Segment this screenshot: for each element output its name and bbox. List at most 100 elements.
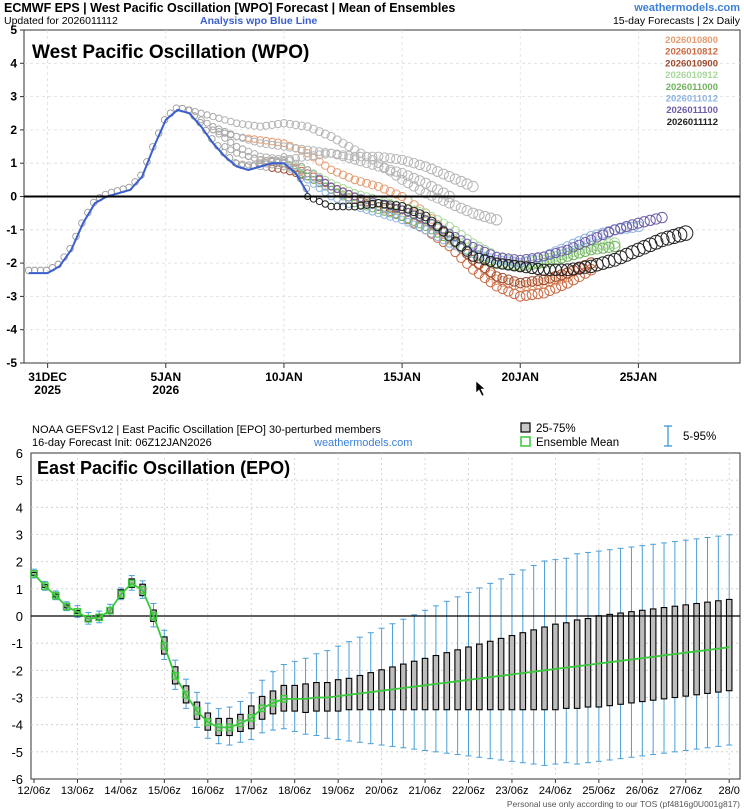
epo-box (693, 602, 700, 696)
wpo-member-circle (297, 172, 306, 180)
wpo-member-circle (550, 248, 561, 259)
wpo-member-circle (415, 213, 425, 222)
wpo-member-circle (362, 205, 371, 214)
wpo-member-circle (333, 202, 341, 211)
wpo-y-tick-label: -3 (6, 289, 17, 303)
wpo-member-circle (515, 254, 526, 265)
epo-x-tick-label: 12/06z (17, 785, 50, 797)
wpo-member-circle (397, 201, 407, 212)
epo-box (671, 605, 679, 699)
epo-box (454, 649, 461, 711)
wpo-member-circle (632, 217, 644, 229)
wpo-header-forecast-info: 15-day Forecasts | 2x Daily (613, 15, 741, 27)
wpo-member-circle (544, 249, 555, 260)
wpo-x-tick-label: 25JAN (620, 370, 657, 384)
wpo-member-circle (221, 143, 229, 151)
wpo-member-circle (380, 199, 389, 209)
epo-mean-marker (203, 718, 212, 726)
wpo-member-circle (244, 136, 253, 144)
wpo-member-circle (638, 216, 650, 228)
epo-mean-marker (62, 602, 71, 611)
wpo-series (24, 104, 694, 302)
wpo-member-circle (615, 222, 627, 234)
wpo-member-circle (391, 153, 402, 165)
epo-header-title: NOAA GEFSv12 | East Pacific Oscillation … (32, 424, 381, 436)
epo-y-tick-label: -4 (11, 718, 23, 733)
wpo-member-circle (303, 149, 312, 158)
wpo-member-circle (455, 202, 467, 214)
epo-box (660, 607, 668, 700)
wpo-member-circle (297, 144, 306, 154)
wpo-member-circle (385, 164, 396, 176)
epo-mean-marker (51, 591, 60, 600)
epo-mean-series (30, 570, 730, 732)
wpo-member-circle (497, 252, 508, 263)
wpo-x-tick-sublabel: 2026 (152, 383, 179, 397)
epo-mean-marker (225, 723, 234, 732)
wpo-member-circle (402, 170, 414, 181)
wpo-member-circle (538, 274, 550, 286)
wpo-member-circle (367, 159, 378, 170)
wpo-y-tick-label: 3 (10, 90, 17, 104)
epo-mean-marker (269, 699, 277, 707)
wpo-header-brand: weathermodels.com (633, 2, 740, 14)
wpo-member-circle (502, 259, 515, 271)
wpo-member-circle (613, 250, 628, 265)
wpo-member-circle (609, 224, 621, 236)
epo-box (541, 626, 548, 711)
wpo-member-circle (574, 239, 585, 250)
wpo-member-circle (291, 143, 301, 153)
wpo-member-circle (303, 176, 312, 184)
wpo-member-circle (432, 221, 443, 232)
wpo-legend-entry: 2026011112 (667, 117, 718, 128)
wpo-member-circle (403, 214, 413, 224)
wpo-member-circle (373, 181, 383, 192)
wpo-member-circle (391, 189, 401, 199)
wpo-member-circle (491, 271, 502, 282)
wpo-member-circle (514, 260, 527, 273)
wpo-member-circle (314, 147, 324, 157)
wpo-member-circle (332, 150, 342, 160)
wpo-member-circle (197, 116, 205, 124)
wpo-member-circle (303, 152, 312, 161)
wpo-member-circle (297, 121, 306, 131)
wpo-member-circle (408, 157, 420, 169)
epo-mean-marker (41, 582, 49, 590)
wpo-member-circle (656, 211, 668, 224)
epo-mean-marker (160, 642, 169, 650)
wpo-y-tick-label: 5 (10, 23, 17, 37)
wpo-member-circle (644, 214, 656, 226)
wpo-member-circle (373, 161, 384, 172)
wpo-member-circle (503, 286, 514, 297)
epo-x-tick-label: 16/06z (191, 785, 224, 797)
wpo-member-circle (374, 198, 383, 208)
wpo-member-circle (326, 148, 336, 158)
wpo-member-circle (374, 205, 383, 215)
wpo-member-circle (444, 231, 455, 242)
epo-x-tick-label: 13/06z (61, 785, 94, 797)
wpo-member-circle (309, 124, 318, 134)
epo-y-tick-label: -6 (11, 772, 23, 787)
wpo-member-circle (438, 226, 449, 237)
epo-y-axis: 6 5 4 3 2 1 0 -1 -2 -3 -4 -5 -6 (11, 446, 23, 787)
wpo-member-circle (268, 154, 277, 163)
wpo-legend: 2026010800202601081220260109002026010912… (665, 35, 718, 128)
wpo-analysis-line (28, 108, 309, 275)
wpo-member-circle (303, 122, 312, 131)
wpo-member-circle (585, 234, 597, 246)
epo-box (519, 632, 527, 711)
wpo-member-circle (520, 276, 532, 288)
epo-x-tick-label: 28/0 (718, 785, 739, 797)
epo-boxes (30, 534, 733, 766)
epo-legend-iqr-label: 25-75% (536, 423, 576, 435)
wpo-member-circle (415, 222, 425, 232)
wpo-member-circle (573, 247, 585, 259)
wpo-member-circle (321, 161, 330, 170)
wpo-member-circle (533, 252, 543, 263)
wpo-member-circle (362, 178, 372, 188)
wpo-member-circle (461, 178, 473, 190)
wpo-member-circle (314, 127, 324, 136)
epo-header-init: 16-day Forecast Init: 06Z12JAN2026 (32, 437, 212, 449)
wpo-member-circle (356, 190, 365, 200)
wpo-member-circle (221, 134, 229, 142)
